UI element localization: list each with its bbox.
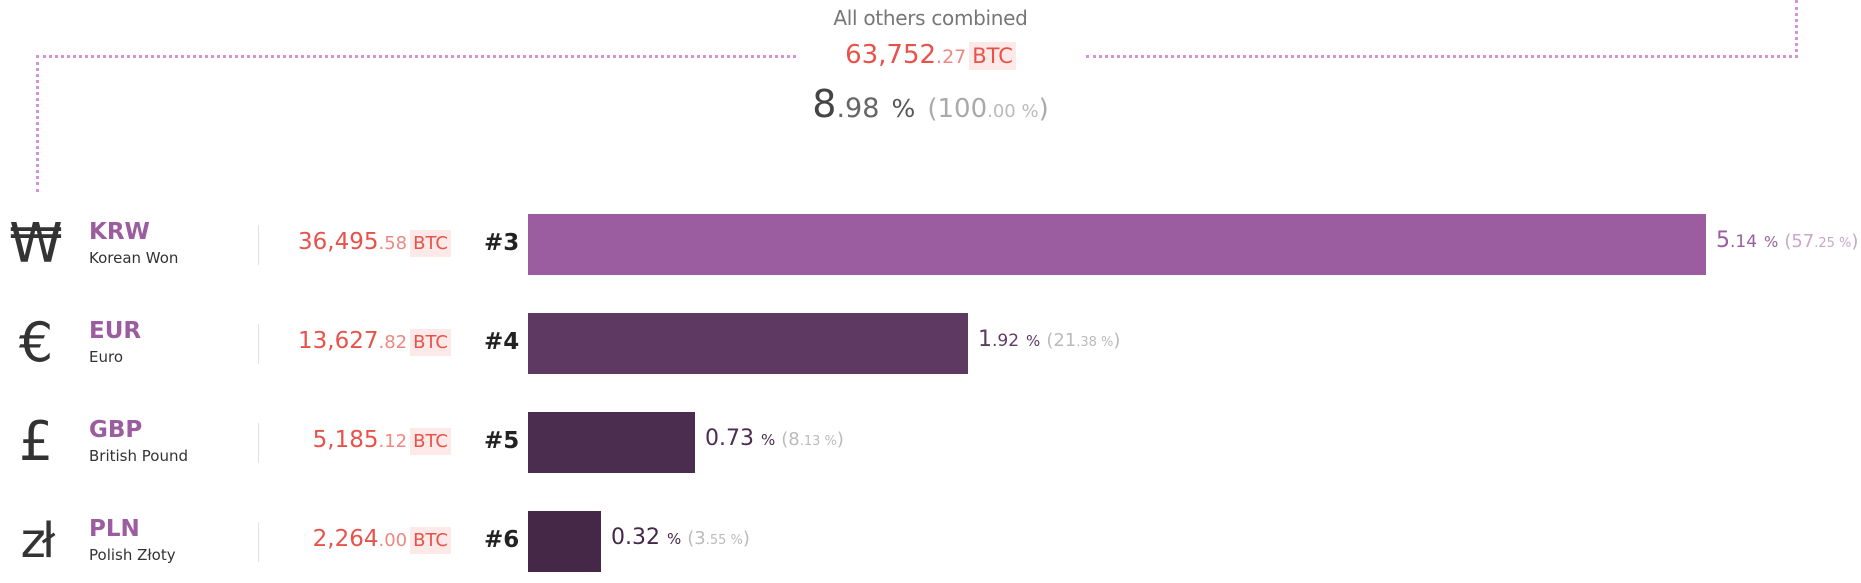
connector-right-rise: [1795, 0, 1798, 58]
connector-left-drop: [36, 55, 39, 192]
percentage-label: 0.32 % (3.55 %): [611, 525, 750, 550]
rank-label: #3: [484, 230, 520, 256]
share-int: (3: [687, 528, 706, 549]
connector-right-line: [1086, 55, 1798, 58]
btc-amount-int: 13,627: [298, 328, 379, 354]
pct-int: 5: [1716, 228, 1730, 253]
row-divider: [258, 522, 259, 562]
summary-share-int: (100: [927, 94, 988, 124]
share-dec: .55 %: [705, 533, 743, 548]
currency-code: EUR: [89, 318, 142, 344]
summary-share-dec: .00 %: [987, 101, 1039, 122]
share-label: (3.55 %): [687, 528, 750, 549]
summary-share-close: ): [1038, 94, 1049, 124]
summary-percentage: 8.98 % (100.00 %): [0, 82, 1861, 126]
currency-code: PLN: [89, 516, 140, 542]
share-dec: .13 %: [799, 434, 837, 449]
share-label: (8.13 %): [781, 429, 844, 450]
summary-share: (100.00 %): [927, 94, 1048, 124]
pct-symbol: %: [1026, 332, 1041, 350]
btc-unit: BTC: [410, 527, 451, 554]
bar-pln: [528, 511, 601, 572]
btc-amount-dec: .00: [378, 530, 408, 551]
pct-symbol: %: [760, 431, 776, 449]
share-label: (57.25 %): [1784, 231, 1858, 252]
percentage-label: 1.92 % (21.38 %): [978, 327, 1120, 352]
btc-amount-int: 2,264: [312, 526, 379, 552]
btc-unit: BTC: [410, 230, 451, 257]
currency-name: Korean Won: [89, 249, 179, 267]
currency-name: British Pound: [89, 447, 188, 465]
summary-btc-dec: .27: [936, 46, 967, 68]
summary-btc-unit: BTC: [969, 42, 1016, 70]
btc-amount: 5,185.12 BTC: [312, 427, 451, 455]
bar-gbp: [528, 412, 695, 473]
btc-amount: 2,264.00 BTC: [312, 526, 451, 554]
pound-sign-icon: £: [18, 410, 54, 473]
summary-pct-dec: .98: [836, 93, 880, 124]
percentage-label: 5.14 % (57.25 %): [1716, 228, 1858, 253]
currency-code: GBP: [89, 417, 143, 443]
currency-row-gbp: £ GBP British Pound 5,185.12 BTC #5 0.73 % (8.1…: [0, 409, 1861, 479]
btc-amount: 36,495.58 BTC: [298, 229, 451, 257]
pct-dec: .92: [992, 331, 1020, 351]
share-close: ): [836, 429, 844, 450]
summary-label: All others combined: [833, 6, 1028, 30]
rank-label: #4: [484, 329, 520, 355]
pct-symbol: %: [666, 530, 682, 548]
btc-amount-dec: .12: [378, 431, 408, 452]
share-close: ): [742, 528, 750, 549]
btc-amount-int: 5,185: [312, 427, 379, 453]
currency-name: Euro: [89, 348, 123, 366]
connector-left-line: [36, 55, 796, 58]
share-int: (8: [781, 429, 800, 450]
currency-row-pln: zł PLN Polish Złoty 2,264.00 BTC #6 0.32 % (3.5…: [0, 508, 1861, 578]
btc-amount-dec: .82: [378, 332, 408, 353]
summary-btc-amount: 63,752.27 BTC: [0, 40, 1861, 70]
row-divider: [258, 423, 259, 463]
share-dec: .38 %: [1076, 335, 1114, 350]
row-divider: [258, 225, 259, 265]
euro-sign-icon: €: [18, 311, 54, 374]
share-int: (21: [1046, 330, 1077, 351]
percentage-label: 0.73 % (8.13 %): [705, 426, 844, 451]
rank-label: #5: [484, 428, 520, 454]
zloty-sign-icon: zł: [20, 513, 56, 569]
bar-eur: [528, 313, 968, 374]
won-sign-icon: ₩: [9, 212, 63, 275]
share-label: (21.38 %): [1046, 330, 1120, 351]
pct-int: 0.73: [705, 426, 754, 451]
pct-int: 0.32: [611, 525, 660, 550]
row-divider: [258, 324, 259, 364]
btc-unit: BTC: [410, 329, 451, 356]
currency-row-krw: ₩ KRW Korean Won 36,495.58 BTC #3 5.14 % (57.25…: [0, 211, 1861, 281]
pct-symbol: %: [1764, 233, 1779, 251]
currency-code: KRW: [89, 219, 150, 245]
btc-amount: 13,627.82 BTC: [298, 328, 451, 356]
btc-amount-int: 36,495: [298, 229, 379, 255]
share-int: (57: [1784, 231, 1815, 252]
currency-row-eur: € EUR Euro 13,627.82 BTC #4 1.92 % (21.38 %): [0, 310, 1861, 380]
currency-name: Polish Złoty: [89, 546, 176, 564]
btc-unit: BTC: [410, 428, 451, 455]
share-close: ): [1113, 330, 1121, 351]
pct-int: 1: [978, 327, 992, 352]
share-close: ): [1851, 231, 1859, 252]
summary-pct-int: 8: [812, 82, 837, 126]
bar-krw: [528, 214, 1706, 275]
summary-btc-int: 63,752: [845, 40, 937, 70]
rank-label: #6: [484, 527, 520, 553]
share-dec: .25 %: [1814, 236, 1852, 251]
pct-dec: .14: [1730, 232, 1758, 252]
summary-pct-symbol: %: [891, 94, 916, 123]
btc-amount-dec: .58: [378, 233, 408, 254]
